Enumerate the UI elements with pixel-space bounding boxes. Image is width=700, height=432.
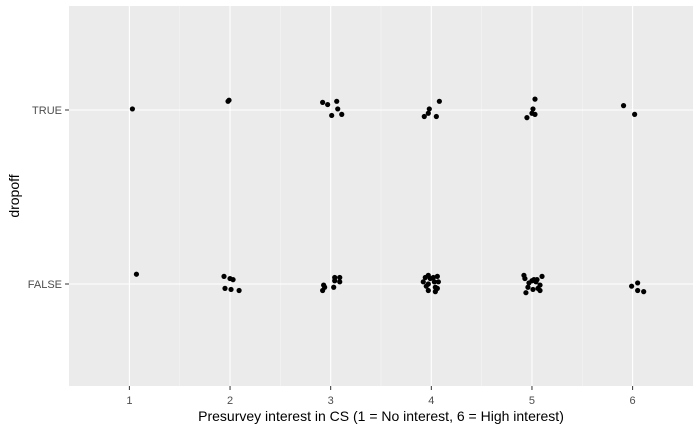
data-point xyxy=(620,103,627,109)
data-point xyxy=(228,286,234,293)
data-point xyxy=(530,106,536,112)
grid-lines xyxy=(69,6,693,386)
x-tick-label: 6 xyxy=(630,395,636,407)
data-point xyxy=(522,275,528,282)
data-point xyxy=(523,290,529,296)
data-point xyxy=(436,98,442,104)
y-axis-title: dropoff xyxy=(6,174,22,217)
data-point xyxy=(532,96,538,102)
x-axis-title: Presurvey interest in CS (1 = No interes… xyxy=(198,408,564,424)
data-point xyxy=(325,101,331,108)
data-point xyxy=(422,274,428,281)
data-point xyxy=(339,111,345,117)
data-point xyxy=(434,273,440,279)
x-tick-label: 4 xyxy=(428,395,434,407)
data-point xyxy=(334,98,340,104)
data-point xyxy=(435,279,441,285)
data-point xyxy=(426,106,432,112)
data-point xyxy=(525,284,531,290)
data-point xyxy=(524,115,530,121)
data-point xyxy=(433,113,439,120)
data-point xyxy=(329,112,335,119)
y-tick-label: TRUE xyxy=(32,105,62,117)
data-point xyxy=(332,278,338,284)
data-point xyxy=(532,111,538,117)
data-point xyxy=(635,287,641,294)
data-point xyxy=(425,110,431,116)
data-point xyxy=(230,277,236,283)
data-point xyxy=(641,289,647,295)
data-point xyxy=(226,97,232,103)
data-point xyxy=(425,287,431,294)
data-point xyxy=(421,113,427,120)
data-point xyxy=(533,279,539,285)
data-point xyxy=(432,289,438,295)
data-point xyxy=(222,285,228,291)
x-tick-label: 2 xyxy=(227,395,233,407)
data-point xyxy=(320,99,326,105)
data-point xyxy=(632,111,638,117)
data-point xyxy=(423,283,429,289)
data-point xyxy=(539,273,545,279)
x-axis-ticks: 1 2 3 4 5 6 xyxy=(126,386,636,407)
y-tick-label: FALSE xyxy=(28,279,62,291)
data-point xyxy=(236,287,242,294)
data-point xyxy=(331,284,337,290)
data-point xyxy=(337,279,343,285)
data-point xyxy=(320,287,326,294)
data-point xyxy=(129,106,136,112)
data-point xyxy=(635,280,641,286)
data-point xyxy=(530,286,536,293)
data-point xyxy=(335,106,341,112)
data-point xyxy=(427,275,433,282)
data-point xyxy=(537,287,543,294)
data-point xyxy=(526,280,532,286)
x-tick-label: 1 xyxy=(126,395,132,407)
data-point xyxy=(629,283,635,289)
x-tick-label: 3 xyxy=(328,395,334,407)
x-tick-label: 5 xyxy=(529,395,535,407)
data-point xyxy=(133,271,140,277)
data-point xyxy=(221,273,227,279)
y-axis-ticks: FALSE TRUE xyxy=(28,105,69,291)
data-point xyxy=(337,274,343,281)
data-points xyxy=(129,96,647,296)
data-point xyxy=(431,279,437,285)
data-point xyxy=(420,279,426,285)
